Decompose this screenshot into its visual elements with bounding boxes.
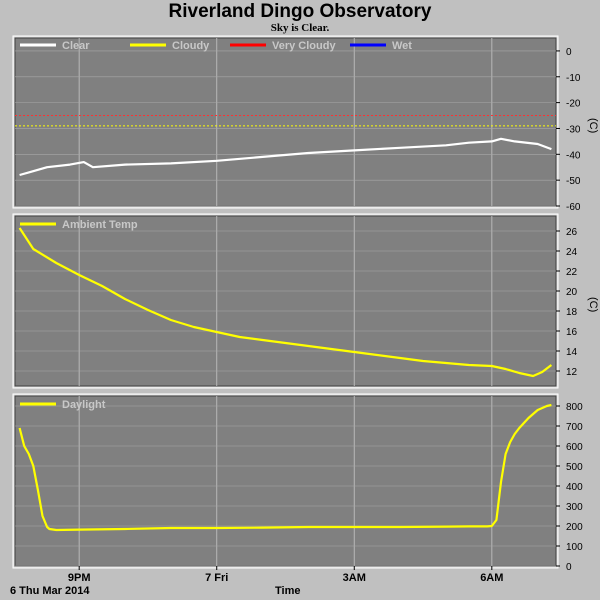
- y-tick-label: 20: [566, 287, 578, 298]
- y-tick-label: 16: [566, 327, 578, 338]
- plot-background: [14, 395, 557, 567]
- legend-entry: Ambient Temp: [62, 219, 138, 231]
- x-axis-label: Time: [275, 585, 300, 597]
- date-label: 6 Thu Mar 2014: [10, 585, 90, 597]
- y-tick-label: -60: [566, 202, 581, 213]
- panel-daylight: 800 700 600 500 400 300 200 100 0 Daylight: [12, 393, 583, 573]
- y-tick-label: 300: [566, 502, 583, 513]
- plot-background: [14, 215, 557, 387]
- y-tick-label: -20: [566, 99, 581, 110]
- panel-ambient-temp: 26 24 22 20 18 16 14 12 (C) Ambient Temp: [12, 213, 599, 389]
- y-tick-label: -40: [566, 150, 581, 161]
- y-tick-label: 700: [566, 422, 583, 433]
- sky-status: Sky is Clear.: [270, 22, 330, 34]
- legend-entry: Wet: [392, 40, 412, 52]
- series-line: [18, 227, 553, 378]
- y-tick-label: 500: [566, 462, 583, 473]
- panel-sky-temp: 0 -10 -20 -30 -40 -50 -60 (C) Clear Cloudy Very Cl…: [12, 35, 599, 213]
- x-tick-label: 6AM: [480, 572, 503, 584]
- y-tick-label: 22: [566, 267, 578, 278]
- x-tick-label: 9PM: [68, 572, 91, 584]
- y-tick-label: 600: [566, 442, 583, 453]
- legend-entry: Daylight: [62, 399, 106, 411]
- y-tick-label: 14: [566, 347, 578, 358]
- y-tick-label: 800: [566, 402, 583, 413]
- y-tick-label: 26: [566, 227, 578, 238]
- y-tick-label: 400: [566, 482, 583, 493]
- series-line: [19, 137, 552, 177]
- y-axis-unit: (C): [587, 118, 599, 133]
- x-tick-label: 3AM: [343, 572, 366, 584]
- y-tick-label: 100: [566, 542, 583, 553]
- y-tick-label: -30: [566, 124, 581, 135]
- y-tick-label: 200: [566, 522, 583, 533]
- y-tick-label: 0: [566, 562, 572, 573]
- y-tick-label: 18: [566, 307, 578, 318]
- x-tick-label: 7 Fri: [205, 572, 228, 584]
- legend-entry: Clear: [62, 40, 90, 52]
- plot-background: [14, 37, 557, 207]
- y-tick-label: -10: [566, 73, 581, 84]
- y-tick-label: 12: [566, 367, 578, 378]
- series-line: [18, 403, 552, 532]
- legend-entry: Cloudy: [172, 40, 210, 52]
- y-tick-label: 0: [566, 47, 572, 58]
- y-axis-unit: (C): [587, 297, 599, 312]
- y-tick-label: -50: [566, 176, 581, 187]
- legend-entry: Very Cloudy: [272, 40, 336, 52]
- y-tick-label: 24: [566, 247, 578, 258]
- page-title: Riverland Dingo Observatory: [168, 1, 432, 22]
